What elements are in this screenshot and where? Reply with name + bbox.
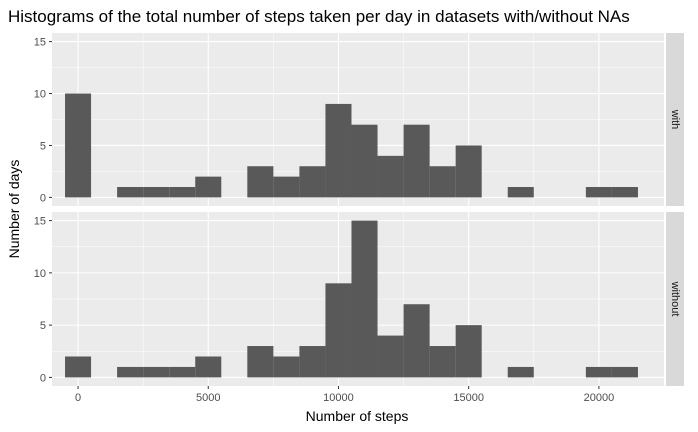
histogram-bar: [117, 366, 144, 378]
x-tick-label: 5000: [196, 392, 220, 404]
histogram-bar: [429, 166, 456, 198]
x-axis-title: Number of steps: [306, 408, 409, 424]
facet-panel-without: 0 5 10 15 without: [34, 212, 684, 386]
histogram-bar: [143, 366, 170, 378]
facet-strip-label: with: [669, 109, 681, 130]
histogram-bar: [195, 356, 222, 378]
histogram-bar: [169, 187, 196, 198]
histogram-bar: [585, 366, 612, 378]
histogram-bar: [351, 220, 378, 378]
y-tick-label: 10: [34, 268, 46, 280]
x-tick-label: 10000: [323, 392, 354, 404]
histogram-bar: [611, 187, 638, 198]
y-tick-label: 15: [34, 37, 46, 49]
histogram-bar: [143, 187, 170, 198]
histogram-bar: [65, 93, 92, 198]
histogram-bar: [403, 124, 430, 198]
histogram-bar: [377, 335, 404, 378]
histogram-bar: [117, 187, 144, 198]
x-tick-label: 15000: [453, 392, 484, 404]
histogram-bar: [273, 356, 300, 378]
x-tick-label: 20000: [584, 392, 615, 404]
histogram-bar: [429, 346, 456, 378]
facet-strip: [666, 212, 684, 386]
y-tick-label: 15: [34, 216, 46, 228]
histogram-bar: [507, 187, 534, 198]
x-tick-label: 0: [75, 392, 81, 404]
chart-title: Histograms of the total number of steps …: [8, 7, 630, 26]
facet-strip-label: without: [669, 281, 681, 317]
y-axis-title: Number of days: [6, 160, 22, 259]
histogram-bar: [299, 346, 326, 378]
histogram-bar: [507, 366, 534, 378]
histogram-bar: [65, 356, 92, 378]
histogram-bar: [377, 155, 404, 198]
histogram-bar: [403, 304, 430, 378]
histogram-bar: [351, 124, 378, 198]
facet-panel-with: 0 5 10 15 with: [34, 33, 684, 206]
histogram-bar: [247, 346, 274, 378]
facet-strip: [666, 33, 684, 206]
y-tick-label: 10: [34, 89, 46, 101]
histogram-bar: [299, 166, 326, 198]
histogram-bar: [455, 325, 482, 378]
histogram-bar: [169, 366, 196, 378]
facet-panels: 0 5 10 15 with 0 5 10 15 without 0 5000 10000 15000 20…: [34, 33, 684, 404]
histogram-bar: [455, 145, 482, 198]
histogram-bar: [195, 176, 222, 198]
histogram-bar: [325, 103, 352, 198]
histogram-bar: [273, 176, 300, 198]
histogram-bar: [585, 187, 612, 198]
histogram-bar: [247, 166, 274, 198]
y-tick-label: 5: [40, 140, 46, 152]
histogram-bar: [611, 366, 638, 378]
histogram-bar: [325, 283, 352, 378]
y-tick-label: 0: [40, 372, 46, 384]
y-tick-label: 0: [40, 192, 46, 204]
y-tick-label: 5: [40, 320, 46, 332]
